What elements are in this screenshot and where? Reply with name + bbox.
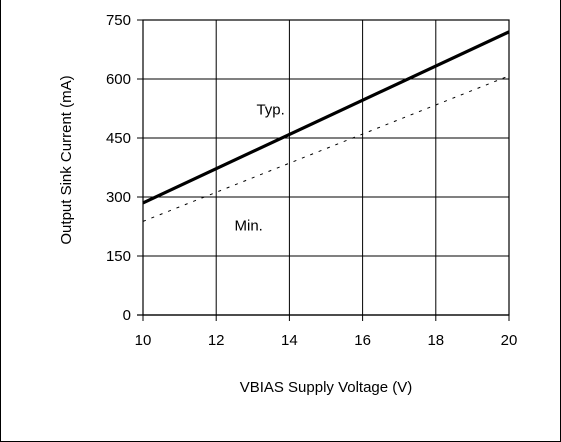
y-tick-label-2: 300 bbox=[106, 189, 131, 206]
x-tick-label-5: 20 bbox=[501, 332, 518, 349]
y-tick-label-4: 600 bbox=[106, 71, 131, 88]
y-tick-label-3: 450 bbox=[106, 130, 131, 147]
axes bbox=[137, 19, 510, 316]
plot-area-border bbox=[142, 19, 510, 316]
series-label-min: Min. bbox=[235, 217, 263, 234]
x-tick-label-3: 16 bbox=[354, 332, 371, 349]
y-axis-ticks: 0 150 300 450 600 750 bbox=[106, 12, 143, 324]
series-group bbox=[142, 30, 510, 222]
series-labels: Typ. Min. bbox=[235, 101, 285, 234]
y-axis-label: Output Sink Current (mA) bbox=[58, 75, 75, 244]
y-tick-label-5: 750 bbox=[106, 12, 131, 29]
x-tick-label-0: 10 bbox=[135, 332, 152, 349]
series-label-typ: Typ. bbox=[256, 101, 284, 118]
y-tick-label-0: 0 bbox=[123, 307, 131, 324]
series-line-min bbox=[142, 75, 510, 222]
x-tick-label-2: 14 bbox=[281, 332, 298, 349]
x-tick-label-1: 12 bbox=[208, 332, 225, 349]
grid bbox=[142, 19, 510, 316]
series-line-typ bbox=[142, 30, 510, 205]
x-axis-label: VBIAS Supply Voltage (V) bbox=[240, 379, 413, 396]
x-axis-ticks: 10 12 14 16 18 20 bbox=[135, 315, 518, 349]
x-tick-label-4: 18 bbox=[427, 332, 444, 349]
y-tick-label-1: 150 bbox=[106, 248, 131, 265]
